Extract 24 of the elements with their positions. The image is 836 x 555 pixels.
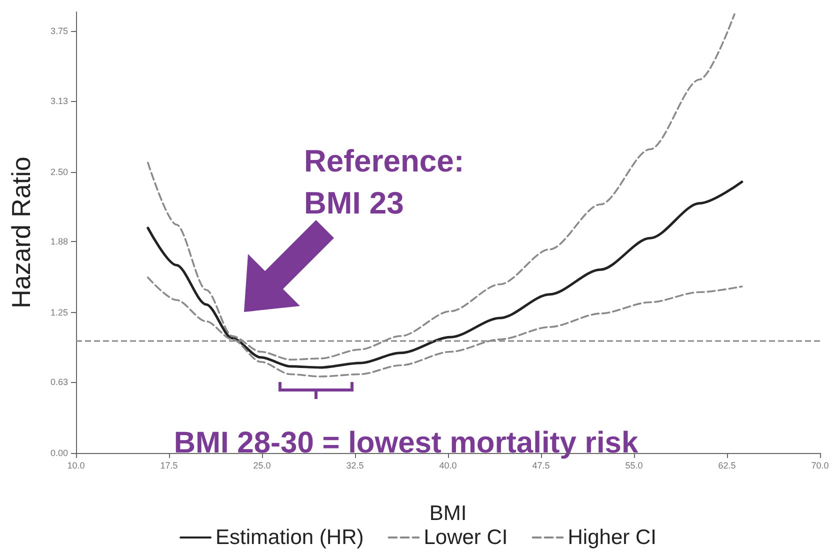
legend-label: Lower CI (424, 526, 508, 549)
y-tick-label: 3.13 (50, 96, 68, 106)
x-tick-label: 17.5 (160, 460, 178, 470)
x-tick-label: 47.5 (532, 460, 550, 470)
y-tick-label: 1.88 (50, 236, 68, 246)
x-tick-label: 55.0 (625, 460, 643, 470)
y-tick-label: 0.63 (50, 377, 68, 388)
legend-label: Higher CI (568, 526, 656, 549)
x-tick-label: 25.0 (253, 460, 271, 470)
legend-label: Estimation (HR) (216, 526, 364, 549)
y-tick-label: 0.00 (50, 448, 68, 458)
x-tick-label: 62.5 (718, 460, 736, 470)
y-tick-label: 1.25 (50, 307, 68, 318)
y-tick-label: 2.50 (50, 166, 68, 177)
x-tick-label: 10.0 (67, 460, 85, 470)
x-axis-title: BMI (429, 502, 467, 525)
y-tick-label: 3.75 (50, 26, 68, 36)
annotation: Reference: BMI 23 (304, 144, 464, 220)
x-tick-label: 70.0 (811, 460, 829, 470)
y-axis-title: Hazard Ratio (6, 156, 36, 308)
x-tick-label: 32.5 (346, 460, 364, 470)
x-tick-label: 40.0 (439, 460, 457, 470)
annotation: BMI 28-30 = lowest mortality risk (174, 426, 638, 460)
line-series (146, 180, 744, 369)
